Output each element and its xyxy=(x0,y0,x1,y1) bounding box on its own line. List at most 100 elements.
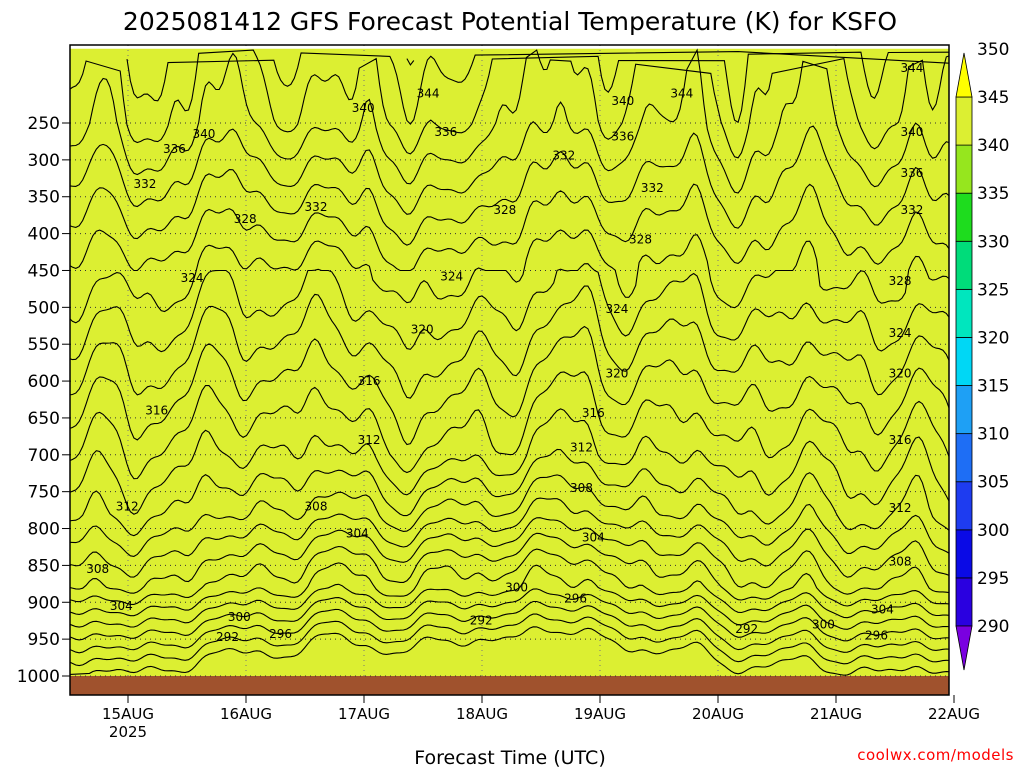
credit-link[interactable]: coolwx.com/models xyxy=(857,746,1014,764)
contour-label: 340 xyxy=(611,94,634,108)
contour-labels: 344 344 344 340 340 340 340 336 336 336 336 332 332 3… xyxy=(86,61,923,644)
contour-label: 328 xyxy=(234,212,257,226)
y-tick-label: 750 xyxy=(28,483,60,503)
contour-label: 316 xyxy=(358,374,381,388)
contour-label: 328 xyxy=(629,232,652,246)
contour-label: 340 xyxy=(192,127,215,141)
contour-label: 304 xyxy=(110,599,133,613)
colorbar-label: 310 xyxy=(977,425,1009,445)
contour-label: 332 xyxy=(900,203,923,217)
x-tick-label: 19AUG xyxy=(574,705,626,723)
x-tick-label: 18AUG xyxy=(456,705,508,723)
contour-label: 328 xyxy=(889,274,912,288)
contour-label: 292 xyxy=(735,622,758,636)
contour-line xyxy=(406,58,415,66)
contour-label: 320 xyxy=(411,322,434,336)
contour-label: 300 xyxy=(505,581,528,595)
contour-label: 324 xyxy=(440,269,463,283)
colorbar-label: 305 xyxy=(977,473,1009,493)
chart-title: 2025081412 GFS Forecast Potential Temper… xyxy=(123,7,897,36)
ground-surface xyxy=(70,676,949,695)
contour-label: 320 xyxy=(605,367,628,381)
contour-line xyxy=(70,49,949,185)
contour-label: 344 xyxy=(670,86,693,100)
y-tick-label: 950 xyxy=(28,630,60,650)
colorbar-extend-top xyxy=(955,52,973,98)
colorbar-swatch xyxy=(955,288,973,338)
contour-label: 312 xyxy=(358,433,381,447)
colorbar-label: 340 xyxy=(977,136,1009,156)
contour-line xyxy=(70,532,949,607)
colorbar-swatch xyxy=(955,385,973,435)
contour-label: 308 xyxy=(570,481,593,495)
contour-line xyxy=(70,183,949,272)
x-tick-label: 15AUG xyxy=(102,705,154,723)
colorbar-swatch xyxy=(955,96,973,146)
x-tick-label: 20AUG xyxy=(692,705,744,723)
contour-line xyxy=(70,497,949,578)
filled-contours xyxy=(70,48,949,677)
y-tick-label: 1000 xyxy=(17,667,60,687)
y-tick-label: 400 xyxy=(28,225,60,245)
contour-label: 336 xyxy=(900,166,923,180)
contour-label: 344 xyxy=(900,61,923,75)
x-axis: 15AUG 16AUG 17AUG 18AUG 19AUG 20AUG 21AUG 22AUG… xyxy=(102,695,980,741)
contour-label: 312 xyxy=(116,499,139,513)
colorbar-swatch xyxy=(955,433,973,483)
contour-line xyxy=(70,229,949,324)
contour-line xyxy=(70,588,949,642)
contour-label: 312 xyxy=(570,440,593,454)
colorbar: 290 295 300 305 310 315 320 325 330 335 340 345 350 xyxy=(955,40,1009,671)
contour-line xyxy=(70,48,949,215)
contour-line xyxy=(70,564,949,630)
x-tick-label: 22AUG xyxy=(928,705,980,723)
colorbar-label: 350 xyxy=(977,40,1009,60)
contour-label: 304 xyxy=(346,527,369,541)
colorbar-extend-bottom xyxy=(955,625,973,671)
contour-label: 324 xyxy=(889,326,912,340)
contour-line xyxy=(70,613,949,667)
contour-line xyxy=(70,548,949,619)
contour-line xyxy=(70,474,949,557)
y-axis: 250 300 350 400 450 500 550 600 650 700 750 800 850 9… xyxy=(17,114,70,687)
y-tick-label: 250 xyxy=(28,114,60,134)
ground-band xyxy=(70,676,949,695)
contour-lines xyxy=(70,48,949,676)
plot-area: 344 344 344 340 340 340 340 336 336 336 336 332 332 3… xyxy=(70,45,949,695)
contour-label: 344 xyxy=(417,86,440,100)
colorbar-swatch xyxy=(955,192,973,242)
contour-label: 296 xyxy=(564,592,587,606)
colorbar-label: 335 xyxy=(977,184,1009,204)
y-tick-label: 450 xyxy=(28,261,60,281)
contour-label: 312 xyxy=(889,501,912,515)
contour-line xyxy=(70,600,949,654)
contour-line xyxy=(70,263,949,361)
colorbar-label: 320 xyxy=(977,328,1009,348)
contour-label: 308 xyxy=(86,562,109,576)
plot-frame xyxy=(69,44,950,696)
contour-line xyxy=(70,517,949,595)
contour-label: 308 xyxy=(889,555,912,569)
y-tick-label: 650 xyxy=(28,409,60,429)
y-tick-label: 550 xyxy=(28,335,60,355)
contour-label: 316 xyxy=(582,406,605,420)
contour-label: 324 xyxy=(605,302,628,316)
y-tick-label: 850 xyxy=(28,556,60,576)
contour-label: 316 xyxy=(145,404,168,418)
colorbar-label: 295 xyxy=(977,569,1009,589)
contour-label: 296 xyxy=(865,628,888,642)
colorbar-label: 315 xyxy=(977,377,1009,397)
contour-label: 340 xyxy=(352,101,375,115)
y-tick-label: 500 xyxy=(28,298,60,318)
colorbar-label: 300 xyxy=(977,521,1009,541)
colorbar-swatch xyxy=(955,240,973,290)
contour-label: 340 xyxy=(900,125,923,139)
colorbar-label: 345 xyxy=(977,88,1009,108)
contour-label: 296 xyxy=(269,627,292,641)
contour-label: 332 xyxy=(641,181,664,195)
colorbar-label: 330 xyxy=(977,232,1009,252)
contour-label: 300 xyxy=(812,617,835,631)
contour-label: 324 xyxy=(181,271,204,285)
contour-label: 332 xyxy=(133,177,156,191)
